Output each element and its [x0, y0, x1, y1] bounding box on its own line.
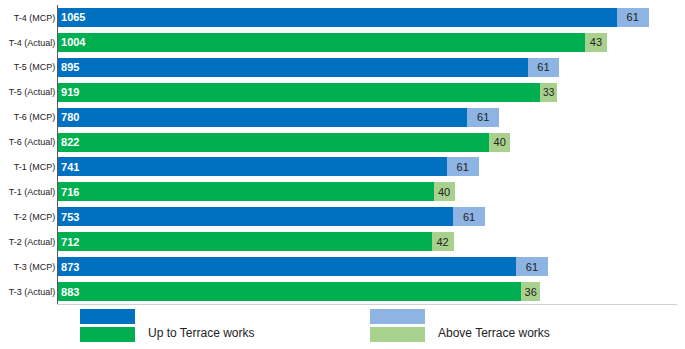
svg-text:1065: 1065 — [61, 11, 85, 23]
svg-text:T-2 (MCP): T-2 (MCP) — [14, 212, 56, 222]
svg-text:40: 40 — [438, 186, 450, 198]
svg-text:T-4 (Actual): T-4 (Actual) — [9, 38, 56, 48]
svg-text:43: 43 — [590, 36, 602, 48]
svg-text:1004: 1004 — [61, 36, 86, 48]
svg-text:716: 716 — [61, 186, 79, 198]
svg-text:T-5 (MCP): T-5 (MCP) — [14, 62, 56, 72]
svg-text:T-1 (Actual): T-1 (Actual) — [9, 187, 56, 197]
svg-text:822: 822 — [61, 136, 79, 148]
svg-text:42: 42 — [436, 236, 448, 248]
svg-text:780: 780 — [61, 111, 79, 123]
svg-text:T-3 (MCP): T-3 (MCP) — [14, 262, 56, 272]
svg-text:T-6 (Actual): T-6 (Actual) — [9, 137, 56, 147]
svg-text:883: 883 — [61, 286, 79, 298]
svg-text:61: 61 — [457, 161, 469, 173]
svg-text:33: 33 — [543, 87, 555, 98]
svg-text:712: 712 — [61, 236, 79, 248]
svg-text:Above Terrace works: Above Terrace works — [438, 326, 550, 340]
svg-text:61: 61 — [627, 11, 639, 23]
svg-text:Up to Terrace works: Up to Terrace works — [148, 326, 254, 340]
svg-text:36: 36 — [525, 286, 537, 298]
svg-text:T-3 (Actual): T-3 (Actual) — [9, 287, 56, 297]
svg-text:753: 753 — [61, 211, 79, 223]
svg-text:741: 741 — [61, 161, 79, 173]
svg-text:T-1 (MCP): T-1 (MCP) — [14, 162, 56, 172]
svg-text:61: 61 — [537, 61, 549, 73]
svg-text:895: 895 — [61, 61, 79, 73]
svg-text:T-5 (Actual): T-5 (Actual) — [9, 87, 56, 97]
svg-text:T-6 (MCP): T-6 (MCP) — [14, 112, 56, 122]
svg-text:40: 40 — [494, 136, 506, 148]
svg-text:T-2 (Actual): T-2 (Actual) — [9, 237, 56, 247]
svg-text:919: 919 — [61, 86, 79, 98]
svg-text:61: 61 — [526, 261, 538, 273]
svg-text:61: 61 — [477, 111, 489, 123]
svg-text:61: 61 — [463, 211, 475, 223]
svg-text:T-4 (MCP): T-4 (MCP) — [14, 13, 56, 23]
svg-text:873: 873 — [61, 261, 79, 273]
